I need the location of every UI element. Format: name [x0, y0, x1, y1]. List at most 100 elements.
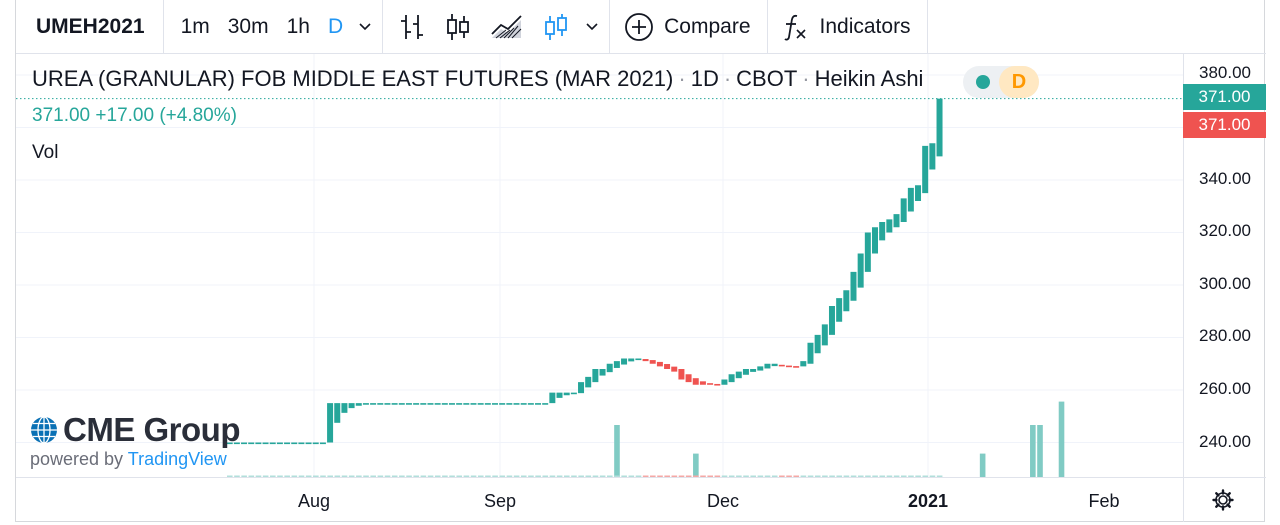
heikin-ashi-candle — [499, 403, 506, 405]
symbol-search-button[interactable]: UMEH2021 — [36, 14, 145, 38]
heikin-ashi-candle — [362, 403, 369, 405]
volume-base-tick — [786, 475, 792, 477]
volume-base-tick — [879, 475, 886, 477]
chart-settings-gear-icon[interactable] — [1211, 488, 1235, 517]
volume-base-tick — [477, 475, 484, 477]
volume-base-tick — [607, 475, 613, 477]
heikin-ashi-candle — [621, 358, 628, 365]
heikin-ashi-candle — [398, 403, 405, 405]
volume-base-tick — [442, 475, 448, 477]
heikin-ashi-candle — [850, 271, 857, 301]
volume-base-tick — [556, 475, 563, 477]
heikin-ashi-candle — [599, 369, 606, 376]
heikin-ashi-candle — [563, 392, 570, 396]
volume-base-tick — [743, 475, 749, 477]
heikin-ashi-candle — [456, 403, 463, 405]
heikin-ashi-candle — [750, 369, 757, 372]
interval-30m-button[interactable]: 30m — [227, 14, 269, 38]
heikin-ashi-candle — [922, 145, 929, 194]
delayed-data-badge: D — [999, 66, 1039, 98]
heikin-ashi-candle — [821, 324, 828, 346]
compare-button[interactable]: Compare — [610, 12, 766, 42]
volume-base-tick — [628, 475, 635, 477]
heikin-ashi-candle — [319, 442, 326, 445]
cme-group-wordmark: CME Group — [63, 411, 240, 448]
heikin-ashi-candle — [886, 219, 893, 233]
powered-by-tradingview[interactable]: powered by TradingView — [30, 449, 227, 470]
volume-base-tick — [356, 475, 362, 477]
heikin-ashi-candle — [649, 360, 656, 364]
volume-base-tick — [341, 475, 348, 477]
volume-base-tick — [872, 475, 878, 477]
volume-base-tick — [463, 475, 470, 477]
volume-base-tick — [779, 475, 785, 477]
heikin-ashi-candle — [405, 403, 412, 405]
heikin-ashi-candle — [692, 378, 699, 385]
heikin-ashi-candle — [872, 227, 878, 254]
volume-base-tick — [614, 475, 620, 477]
interval-dropdown-chevron-icon[interactable] — [352, 22, 382, 32]
volume-base-tick — [714, 475, 721, 477]
market-open-dot-icon — [976, 75, 990, 89]
volume-base-tick — [327, 475, 333, 477]
volume-base-tick — [843, 475, 850, 477]
interval-1h-button[interactable]: 1h — [286, 14, 310, 38]
volume-base-tick — [908, 475, 914, 477]
heikin-ashi-candle — [613, 361, 620, 368]
heikin-ashi-candle — [391, 403, 398, 405]
volume-base-tick — [893, 475, 900, 477]
volume-base-tick — [334, 475, 341, 477]
volume-bar — [614, 425, 620, 477]
chart-style-dropdown-chevron-icon[interactable] — [579, 22, 609, 32]
volume-base-tick — [542, 475, 549, 477]
volume-base-tick — [750, 475, 757, 477]
heikin-ashi-candle — [907, 187, 914, 212]
heikin-ashi-candle — [864, 232, 871, 272]
indicators-label: Indicators — [819, 14, 911, 38]
price-axis-tick: 300.00 — [1199, 274, 1251, 293]
heikin-ashi-candle — [728, 374, 735, 383]
volume-base-tick — [793, 475, 800, 477]
volume-base-tick — [585, 475, 592, 477]
volume-base-tick — [291, 475, 298, 477]
heikin-ashi-candle — [233, 442, 240, 445]
heikin-ashi-candle — [348, 403, 355, 409]
heikin-ashi-candle — [377, 403, 384, 405]
heikin-ashi-style-icon[interactable] — [533, 12, 579, 42]
candles-style-icon[interactable] — [435, 12, 481, 42]
heikin-ashi-candle — [836, 298, 843, 322]
function-fx-icon — [783, 14, 806, 40]
volume-base-tick — [671, 475, 678, 477]
heikin-ashi-candle — [843, 290, 850, 312]
heikin-ashi-candle — [276, 442, 283, 445]
volume-base-tick — [886, 475, 893, 477]
bars-style-icon[interactable] — [389, 12, 435, 42]
interval-1m-button[interactable]: 1m — [180, 14, 210, 38]
volume-base-tick — [391, 475, 398, 477]
price-axis-tick: 380.00 — [1199, 63, 1251, 82]
chart-legend-title: UREA (GRANULAR) FOB MIDDLE EAST FUTURES … — [32, 66, 924, 91]
volume-bar — [1037, 425, 1043, 477]
volume-base-tick — [929, 475, 936, 477]
volume-base-tick — [420, 475, 427, 477]
tradingview-link[interactable]: TradingView — [127, 449, 227, 469]
indicators-button[interactable]: Indicators — [768, 12, 927, 42]
heikin-ashi-candle — [785, 365, 792, 368]
heikin-ashi-candle — [664, 364, 671, 369]
market-status-badge[interactable]: D — [963, 66, 1039, 98]
price-axis-tick: 320.00 — [1199, 221, 1251, 240]
price-chart-plot[interactable] — [16, 54, 1266, 522]
volume-base-tick — [707, 475, 713, 477]
area-style-icon[interactable] — [481, 12, 533, 42]
interval-d-button[interactable]: D — [327, 14, 344, 38]
price-axis-tick: 340.00 — [1199, 169, 1251, 188]
volume-base-tick — [248, 475, 255, 477]
toolbar-divider — [926, 0, 928, 54]
last-price-axis-label: 371.00 — [1183, 84, 1266, 110]
heikin-ashi-candle — [420, 403, 427, 405]
heikin-ashi-candle — [735, 371, 742, 379]
heikin-ashi-candle — [491, 403, 498, 405]
volume-base-tick — [563, 475, 570, 477]
heikin-ashi-candle — [585, 376, 592, 388]
heikin-ashi-candle — [355, 403, 362, 406]
